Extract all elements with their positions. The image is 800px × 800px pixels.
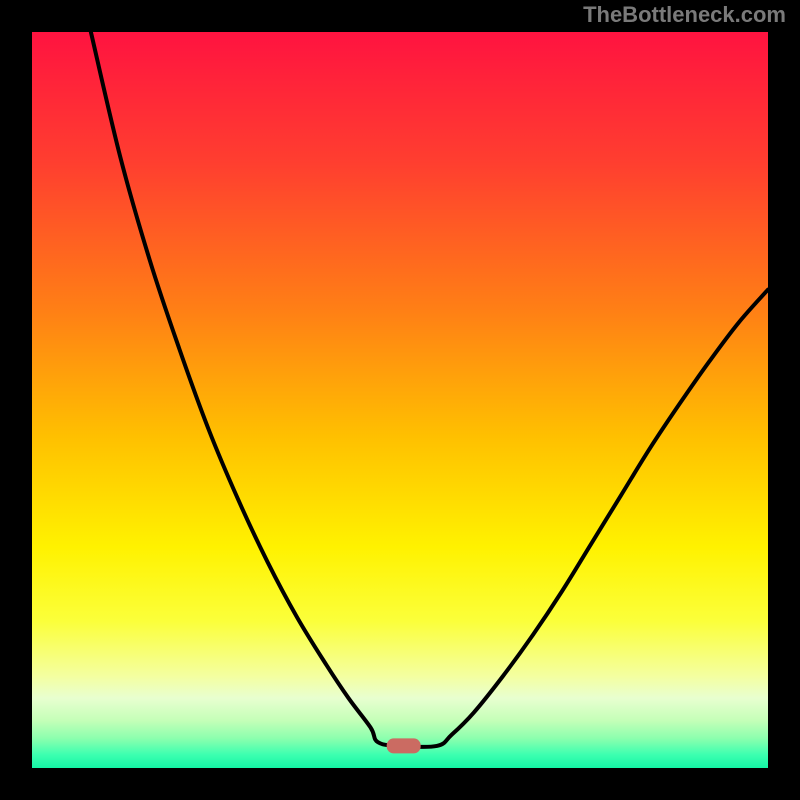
bottleneck-chart bbox=[0, 0, 800, 800]
gradient-background bbox=[32, 32, 768, 768]
watermark-text: TheBottleneck.com bbox=[583, 2, 786, 28]
frame-left bbox=[0, 0, 32, 800]
frame-bottom bbox=[0, 768, 800, 800]
frame-right bbox=[768, 0, 800, 800]
optimal-point-marker bbox=[387, 738, 421, 753]
